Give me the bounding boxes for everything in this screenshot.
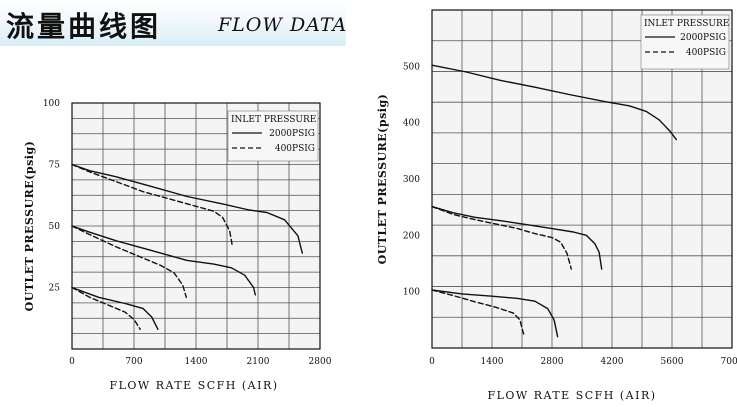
series-line-400psig [71, 163, 233, 247]
header-band: 流量曲线图 FLOW DATA [0, 0, 346, 46]
x-tick-label: 0 [429, 357, 435, 367]
x-tick-label: 0 [69, 357, 75, 367]
series-line-2000psig [71, 286, 159, 330]
series-line-2000psig [71, 163, 303, 254]
chart-1: 25 50 75 100 0 700 1400 2100 2800 OUTLET PRESSURE… [23, 99, 332, 392]
y-axis-title: OUTLET PRESSURE(psig) [23, 141, 36, 312]
y-axis-title: OUTLET PRESSURE(psig) [376, 94, 389, 265]
header-title-en: FLOW DATA [218, 14, 348, 36]
x-tick-label: 5600 [661, 357, 684, 367]
legend-entry-label: 400PSIG [275, 144, 315, 154]
series-line-2000psig [431, 205, 603, 270]
y-tick-label: 200 [403, 231, 420, 241]
y-tick-label: 400 [403, 119, 420, 129]
x-tick-label: 1400 [185, 357, 208, 367]
legend-title: INLET PRESSURE [231, 115, 316, 125]
y-tick-label: 75 [49, 161, 61, 171]
y-tick-label: 25 [49, 284, 61, 294]
y-tick-label: 100 [43, 99, 60, 109]
series-line-400psig [431, 289, 525, 335]
legend-box [227, 110, 319, 162]
legend-entry-label: 2000PSIG [269, 129, 315, 139]
plot-frame [431, 9, 733, 349]
x-axis-title: FLOW RATE SCFH (AIR) [109, 379, 278, 392]
x-tick-label: 2800 [309, 357, 332, 367]
legend-entry-label: 400PSIG [686, 48, 726, 58]
legend-title: INLET PRESSURE [644, 19, 729, 29]
x-tick-label: 1400 [481, 357, 504, 367]
x-tick-label: 700 [125, 357, 142, 367]
x-axis-title: FLOW RATE SCFH (AIR) [487, 389, 656, 402]
series-line-2000psig [431, 64, 677, 141]
y-tick-label: 100 [403, 288, 420, 298]
series-line-400psig [71, 286, 141, 330]
chart-2: 100 200 300 400 500 0 1400 2800 4200 5600 7000 OUTL… [376, 9, 737, 402]
x-tick-label: 2800 [541, 357, 564, 367]
x-tick-label: 2100 [247, 357, 270, 367]
y-tick-label: 300 [403, 175, 420, 185]
series-line-2000psig [71, 225, 256, 296]
y-tick-label: 500 [403, 62, 420, 72]
legend-entry-label: 2000PSIG [680, 33, 726, 43]
header-title-cn: 流量曲线图 [6, 10, 162, 43]
y-tick-label: 50 [49, 222, 61, 232]
x-tick-label: 7000 [721, 357, 737, 367]
series-line-400psig [71, 225, 187, 298]
series-line-400psig [431, 205, 572, 270]
x-tick-label: 4200 [601, 357, 624, 367]
series-line-2000psig [431, 289, 559, 338]
legend-box [640, 14, 730, 70]
